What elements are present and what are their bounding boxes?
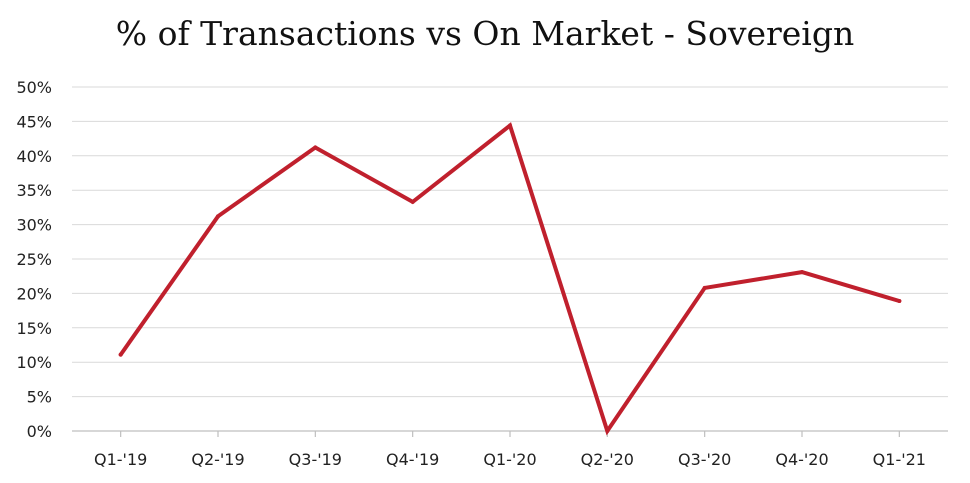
x-tick-label: Q2-'19 xyxy=(191,450,244,469)
y-tick-label: 30% xyxy=(16,216,52,235)
data-point xyxy=(800,270,804,275)
x-tick-label: Q4-'20 xyxy=(775,450,828,469)
data-point xyxy=(897,298,902,303)
y-tick-label: 40% xyxy=(16,147,52,166)
data-point xyxy=(508,123,512,128)
series-layer xyxy=(118,122,902,436)
y-tick-label: 35% xyxy=(16,181,52,200)
chart-title: % of Transactions vs On Market - Soverei… xyxy=(115,14,855,53)
data-point xyxy=(118,352,123,357)
x-tick-label: Q1-'20 xyxy=(483,450,536,469)
gridlines xyxy=(72,86,948,398)
x-tick-label: Q2-'20 xyxy=(581,450,634,469)
data-point xyxy=(702,285,707,290)
y-tick-label: 5% xyxy=(27,388,52,407)
y-tick-label: 25% xyxy=(16,250,52,269)
x-axis-tick-labels: Q1-'19 Q2-'19 Q3-'19 Q4-'19 Q1-'20 Q2-'20 Q3-'… xyxy=(94,450,926,469)
y-axis-tick-labels: 0% 5% 10% 15% 20% 25% 30% 35% 40% 45% 50% xyxy=(16,78,52,441)
data-point xyxy=(410,199,415,204)
x-axis xyxy=(72,430,948,437)
x-tick-label: Q4-'19 xyxy=(386,450,439,469)
data-point xyxy=(313,145,318,150)
data-point xyxy=(216,214,220,219)
x-tick-label: Q1-'21 xyxy=(873,450,926,469)
series-line xyxy=(118,122,902,436)
x-tick-label: Q3-'19 xyxy=(289,450,342,469)
data-point xyxy=(605,429,610,433)
y-tick-label: 45% xyxy=(16,112,52,131)
y-tick-label: 0% xyxy=(27,422,52,441)
y-tick-label: 10% xyxy=(16,353,52,372)
y-tick-label: 50% xyxy=(16,78,52,97)
y-tick-label: 20% xyxy=(16,284,52,303)
y-tick-label: 15% xyxy=(16,319,52,338)
x-tick-label: Q3-'20 xyxy=(678,450,731,469)
x-tick-label: Q1-'19 xyxy=(94,450,147,469)
